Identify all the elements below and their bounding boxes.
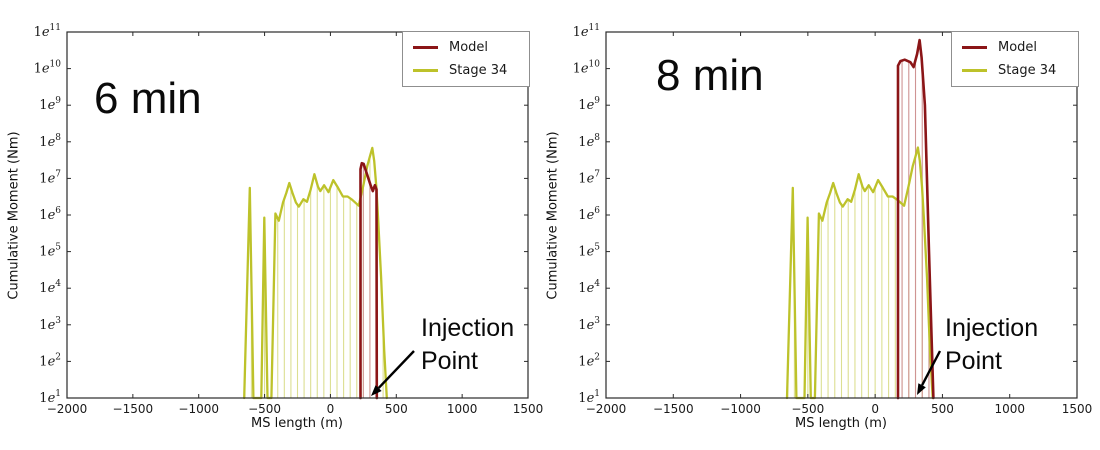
arrowhead-icon [917,383,926,395]
y-tick-label: 1e3 [39,316,61,333]
model-stem-lines [362,163,378,398]
x-tick-label: −1000 [720,402,761,416]
y-tick-label: 1e4 [578,279,600,296]
y-tick-label: 1e9 [39,96,61,113]
x-tick-label: 1000 [994,402,1025,416]
x-axis-label-right: MS length (m) [795,416,887,431]
y-tick-label: 1e5 [39,243,61,260]
y-tick-label: 1e8 [578,133,600,150]
y-tick-label: 1e3 [578,316,600,333]
stage34-curve [243,146,388,400]
x-tick-label: 1500 [513,402,544,416]
time-label-8min: 8 min [656,51,764,100]
y-tick-label: 1e4 [39,279,61,296]
model-curve [359,161,379,400]
model-line-swatch [413,46,438,49]
legend-row: Stage 34 [413,63,519,78]
y-tick-label: 1e8 [39,133,61,150]
y-tick-label: 1e1 [39,389,61,406]
x-tick-label: −2000 [47,402,88,416]
tick-labels: −2000 −1500 −1000 −500 0 500 1000 1500 1e1 1e2 1e3… [573,23,1093,416]
legend-label-stage: Stage 34 [998,63,1057,78]
y-tick-label: 1e2 [39,352,61,369]
annotation-line: Injection [421,314,515,342]
y-tick-label: 1e10 [34,60,62,77]
y-tick-label: 1e11 [34,23,61,40]
x-tick-label: 500 [385,402,408,416]
legend-label-model: Model [449,40,489,55]
y-tick-label: 1e7 [39,169,61,186]
tick-marks [605,31,1078,399]
time-label-6min: 6 min [94,74,202,123]
y-tick-label: 1e7 [578,169,600,186]
legend-right: Model Stage 34 [951,31,1079,87]
x-tick-label: −2000 [586,402,627,416]
x-tick-label: 1000 [447,402,478,416]
legend-row: Model [413,40,519,55]
injection-point-annotation-left: Injection Point [421,312,514,378]
legend-row: Stage 34 [962,63,1068,78]
y-tick-label: 1e10 [573,60,601,77]
model-line-swatch [962,46,987,49]
x-tick-label: −1500 [653,402,694,416]
x-tick-label: −500 [248,402,281,416]
y-tick-label: 1e9 [578,96,600,113]
x-tick-label: 0 [327,402,335,416]
y-axis-label-right: Cumulative Moment (Nm) [545,131,561,300]
y-tick-label: 1e6 [39,206,61,223]
x-tick-label: −500 [791,402,824,416]
stage-line-swatch [413,69,438,72]
y-tick-label: 1e2 [578,352,600,369]
y-tick-label: 1e6 [578,206,600,223]
legend-left: Model Stage 34 [402,31,530,87]
x-tick-label: −1000 [178,402,219,416]
y-tick-label: 1e11 [573,23,600,40]
arrowhead-icon [371,385,382,396]
injection-point-annotation-right: Injection Point [945,312,1038,378]
model-curve [896,38,935,400]
injection-point-arrow [917,350,942,395]
legend-label-stage: Stage 34 [449,63,508,78]
axes-plot-1: −2000 −1500 −1000 −500 0 500 1000 1500 1e1 1e2 1e3… [573,23,1093,416]
x-axis-label-left: MS length (m) [251,416,343,431]
y-axis-label-left: Cumulative Moment (Nm) [6,131,22,300]
x-tick-label: 1500 [1062,402,1093,416]
axes-plot-0: −2000 −1500 −1000 −500 0 500 1000 1500 1e1 1e2 1e3… [34,23,544,416]
x-tick-label: 0 [871,402,879,416]
y-tick-label: 1e5 [578,243,600,260]
legend-label-model: Model [998,40,1038,55]
y-tick-label: 1e1 [578,389,600,406]
x-tick-label: 500 [931,402,954,416]
annotation-line: Point [421,347,478,375]
annotation-line: Point [945,347,1002,375]
tick-marks [66,31,529,399]
tick-labels: −2000 −1500 −1000 −500 0 500 1000 1500 1e1 1e2 1e3… [34,23,544,416]
annotation-line: Injection [945,314,1039,342]
x-tick-label: −1500 [113,402,154,416]
legend-row: Model [962,40,1068,55]
stage-line-swatch [962,69,987,72]
injection-point-arrow [371,350,415,396]
stage34-curve [785,146,934,400]
